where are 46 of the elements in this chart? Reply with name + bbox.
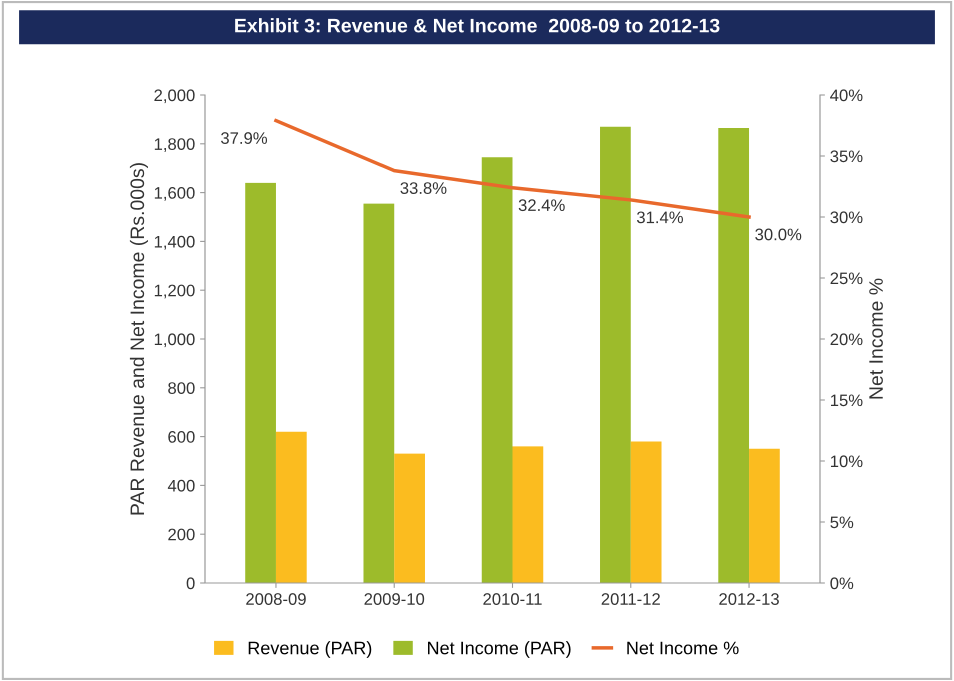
y2-tick-label: 0% — [830, 577, 854, 590]
x-tick-label: 2010-11 — [483, 593, 542, 605]
bar — [276, 432, 307, 583]
y-tick-label: 1,600 — [154, 187, 195, 201]
data-label: 32.4% — [518, 199, 565, 212]
x-tick-label: 2009-10 — [364, 593, 424, 605]
bar — [512, 446, 544, 583]
legend-label: Revenue (PAR) — [248, 641, 372, 658]
x-tick-label: 2011-12 — [602, 593, 660, 605]
bar — [600, 126, 631, 583]
legend-label: Net Income (PAR) — [428, 641, 571, 658]
y-tick-label: 600 — [168, 431, 195, 443]
data-label: 37.9% — [221, 132, 268, 144]
y2-tick-label: 5% — [830, 516, 854, 528]
bar — [245, 182, 276, 583]
y-tick-label: 200 — [168, 528, 195, 540]
y-tick-label: 800 — [168, 382, 195, 394]
y-tick-label: 1,000 — [154, 333, 195, 348]
y2-axis-title: Net Income % — [869, 278, 883, 398]
y-tick-label: 1,800 — [154, 138, 195, 152]
y-tick-label: 0 — [186, 577, 195, 590]
y2-tick-label: 10% — [830, 455, 862, 468]
y2-tick-label: 30% — [830, 211, 862, 224]
data-label: 33.8% — [400, 182, 446, 194]
x-tick-label: 2012-13 — [719, 593, 779, 605]
bar — [718, 128, 750, 583]
data-label: 31.4% — [636, 211, 683, 224]
bar — [363, 204, 394, 583]
y2-tick-label: 25% — [830, 272, 862, 284]
y2-tick-label: 20% — [830, 333, 862, 346]
y2-tick-label: 40% — [830, 89, 862, 102]
bar — [630, 441, 662, 583]
data-label: 30.0% — [755, 228, 802, 240]
bar — [749, 448, 780, 583]
y2-tick-label: 35% — [830, 150, 862, 162]
y2-tick-label: 15% — [830, 394, 862, 406]
x-tick-label: 2008-09 — [246, 593, 306, 605]
y-tick-label: 2,000 — [154, 89, 195, 104]
y-tick-label: 1,400 — [154, 236, 195, 250]
bar — [394, 454, 425, 583]
y-tick-label: 1,200 — [154, 284, 195, 298]
chart-title: Exhibit 3: Revenue & Net Income 2008-09 to 2012-13 — [235, 18, 720, 32]
y-axis-title: PAR Revenue and Net Income (Rs.000s) — [130, 163, 148, 514]
bar — [482, 157, 512, 583]
legend-label: Net Income % — [627, 642, 739, 654]
y-tick-label: 400 — [168, 480, 195, 492]
